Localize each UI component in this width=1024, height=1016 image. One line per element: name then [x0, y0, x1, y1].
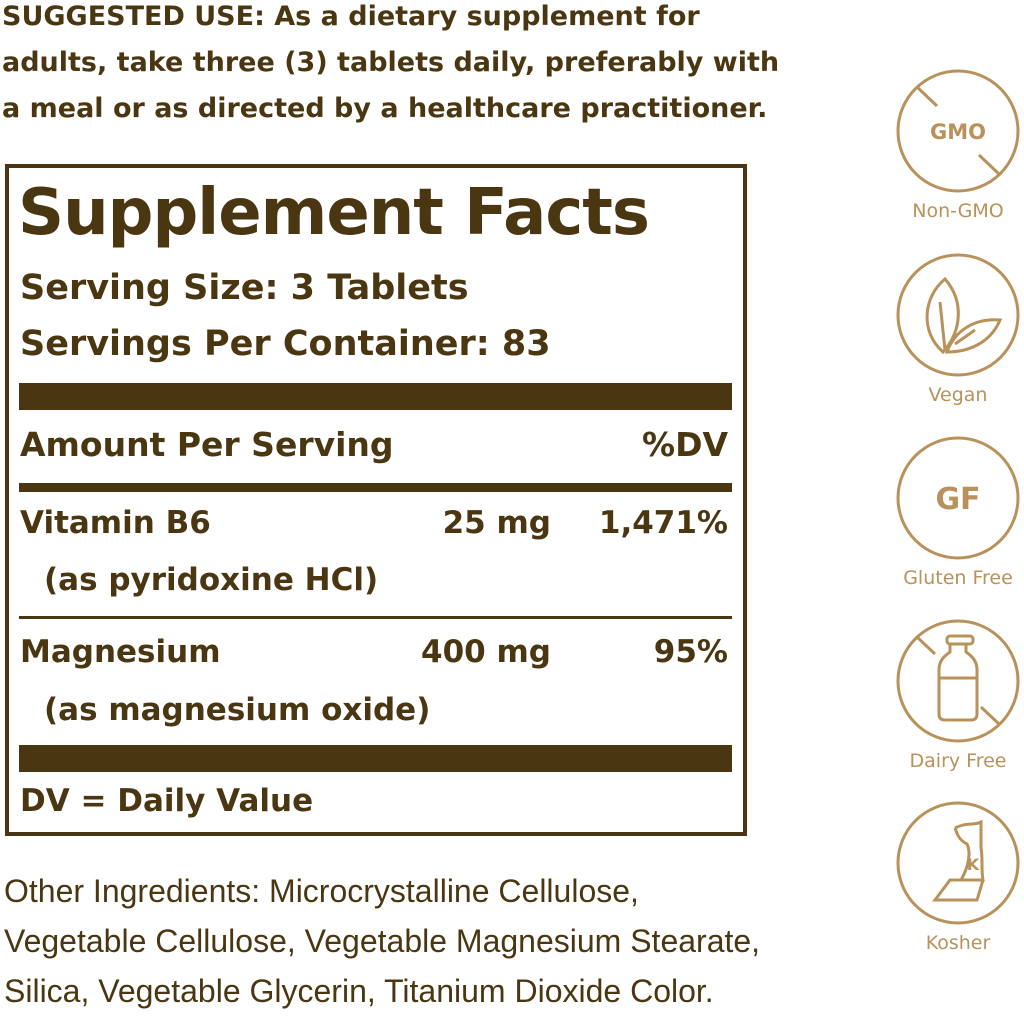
- badge-label: Kosher: [925, 932, 991, 954]
- badge-dairy-free: Dairy Free: [893, 618, 1023, 772]
- nutrient-name: Vitamin B6: [20, 505, 211, 541]
- badge-label: Gluten Free: [903, 567, 1013, 589]
- panel-title: Supplement Facts: [18, 176, 650, 250]
- amount-header: Amount Per Serving: [20, 425, 394, 464]
- nutrient-dv: 1,471%: [598, 505, 728, 541]
- gf-text: GF: [935, 482, 980, 517]
- nutrient-amount: 400 mg: [421, 634, 551, 670]
- suggested-use-text: SUGGESTED USE: As a dietary supplement f…: [2, 1, 780, 124]
- nutrient-dv: 95%: [653, 634, 728, 670]
- thick-divider: [19, 745, 732, 772]
- other-ingredients: Other Ingredients: Microcrystalline Cell…: [4, 873, 761, 1009]
- dv-footnote: DV = Daily Value: [20, 783, 314, 819]
- nutrient-name: Magnesium: [20, 634, 221, 670]
- gmo-crossed-icon: GMO: [896, 69, 1020, 193]
- badge-vegan: Vegan: [893, 252, 1023, 406]
- kosher-icon: K: [896, 801, 1020, 925]
- nutrient-source: (as magnesium oxide): [44, 692, 431, 728]
- gmo-text: GMO: [930, 120, 986, 144]
- thick-divider: [19, 383, 732, 410]
- supplement-facts-panel: [5, 164, 747, 836]
- nutrient-amount: 25 mg: [442, 505, 551, 541]
- thin-divider: [19, 616, 732, 619]
- nutrient-source: (as pyridoxine HCl): [44, 562, 379, 598]
- badge-kosher: K Kosher: [893, 800, 1023, 954]
- leaves-icon: [896, 253, 1020, 377]
- badge-non-gmo: GMO Non-GMO: [893, 68, 1023, 222]
- servings-per-container: Servings Per Container: 83: [20, 324, 551, 364]
- dv-header: %DV: [642, 425, 728, 464]
- medium-divider: [19, 483, 732, 492]
- badge-label: Dairy Free: [909, 750, 1007, 772]
- badge-gluten-free: GF Gluten Free: [893, 435, 1023, 589]
- badge-label: Non-GMO: [912, 200, 1004, 222]
- gf-icon: GF: [896, 436, 1020, 560]
- milk-bottle-crossed-icon: [896, 619, 1020, 743]
- badge-label: Vegan: [928, 384, 988, 406]
- serving-size: Serving Size: 3 Tablets: [20, 268, 469, 308]
- kosher-text: K: [967, 855, 980, 874]
